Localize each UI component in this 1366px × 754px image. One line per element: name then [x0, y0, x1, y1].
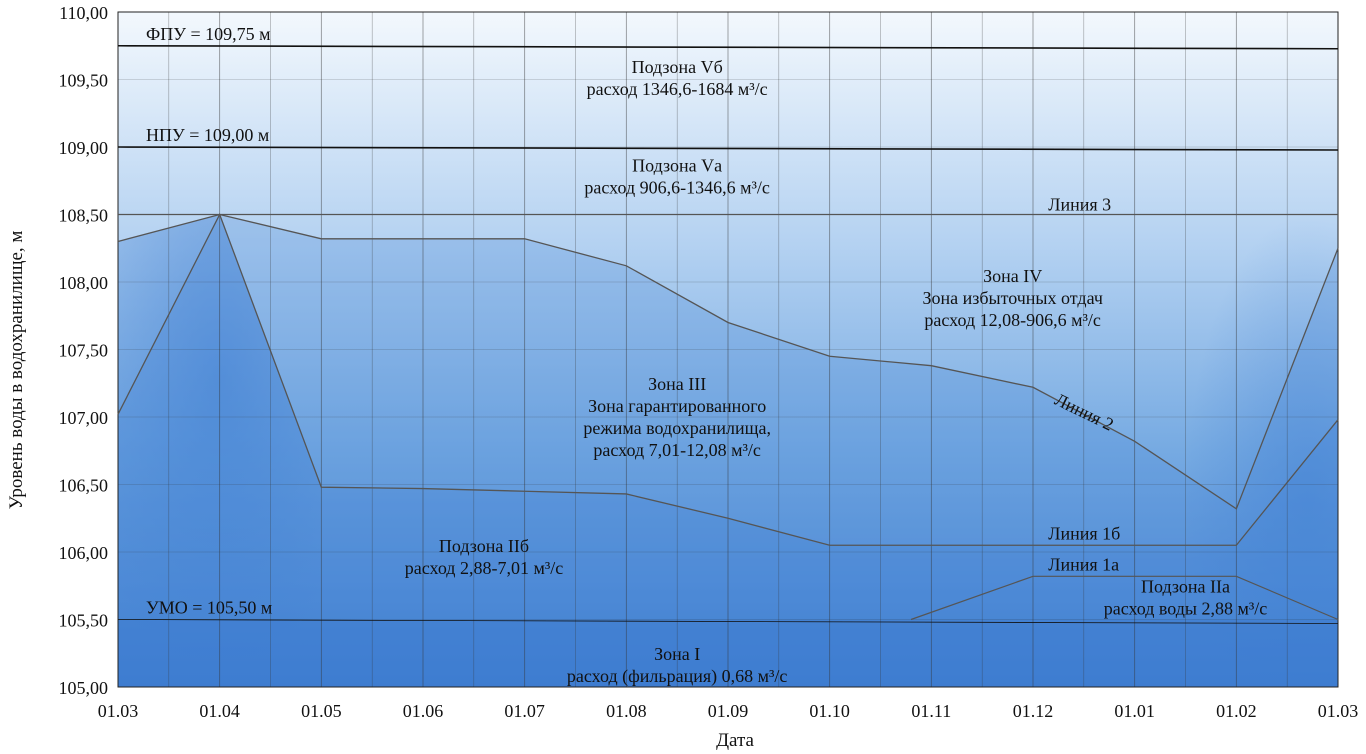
- zone-label-line: Зона III: [648, 374, 706, 394]
- y-tick-label: 105,50: [59, 611, 109, 631]
- x-axis-title: Дата: [716, 730, 754, 751]
- y-tick-label: 108,50: [59, 206, 109, 226]
- zone-label-line: Подзона IIб: [439, 536, 529, 556]
- y-tick-label: 107,50: [59, 341, 109, 361]
- zone-label-line: Подзона Vб: [632, 57, 723, 77]
- npu-line: [117, 146, 1339, 151]
- zone-label-line: Подзона IIа: [1141, 577, 1230, 597]
- zone-label-line: расход (фильрация) 0,68 м³/с: [567, 666, 787, 687]
- y-tick-label: 107,00: [59, 408, 109, 428]
- x-tick-label: 01.04: [199, 701, 240, 721]
- y-axis-ticks: 105,00 105,50 106,00 106,50 107,00 107,50 108,…: [59, 3, 109, 698]
- zone-label-line: расход 906,6-1346,6 м³/с: [584, 177, 769, 197]
- line3-label: Линия 3: [1048, 195, 1111, 215]
- x-tick-label: 01.11: [911, 701, 951, 721]
- y-axis-title: Уровень воды в водохранилище, м: [6, 231, 27, 510]
- zone-label-line: расход 12,08-906,6 м³/с: [924, 310, 1100, 330]
- x-tick-label: 01.09: [708, 701, 749, 721]
- zone-label-line: Зона избыточных отдач: [922, 288, 1102, 308]
- zone-label-line: Зона гарантированного: [588, 396, 766, 416]
- x-tick-label: 01.02: [1216, 701, 1257, 721]
- x-tick-label: 01.03: [98, 701, 139, 721]
- y-tick-label: 108,00: [59, 273, 109, 293]
- zone-label-line: расход 2,88-7,01 м³/с: [405, 558, 563, 578]
- umo-line: [117, 619, 1339, 624]
- x-tick-label: 01.05: [301, 701, 342, 721]
- x-tick-label: 01.10: [809, 701, 850, 721]
- level-lines: ФПУ = 109,75 м НПУ = 109,00 м УМО = 105,50…: [117, 24, 1339, 624]
- x-tick-label: 01.03: [1318, 701, 1359, 721]
- zone-label-line: расход 7,01-12,08 м³/с: [593, 440, 760, 460]
- zone-label-line: Подзона Vа: [632, 155, 722, 175]
- x-tick-label: 01.08: [606, 701, 647, 721]
- zone-label-line: расход воды 2,88 м³/с: [1104, 599, 1268, 619]
- zone-label-line: расход 1346,6-1684 м³/с: [587, 79, 768, 99]
- line1a-label: Линия 1а: [1048, 554, 1119, 574]
- boundary-line2: [117, 213, 1339, 510]
- umo-label: УМО = 105,50 м: [146, 598, 272, 618]
- boundary-line1a: [910, 575, 1339, 621]
- x-tick-label: 01.12: [1013, 701, 1054, 721]
- fpu-label: ФПУ = 109,75 м: [146, 24, 271, 44]
- y-tick-label: 106,50: [59, 476, 109, 496]
- x-tick-label: 01.07: [504, 701, 545, 721]
- x-tick-label: 01.06: [403, 701, 444, 721]
- y-tick-label: 109,50: [59, 71, 109, 91]
- y-tick-label: 109,00: [59, 138, 109, 158]
- zone-label-line: Зона I: [654, 644, 700, 664]
- y-tick-label: 110,00: [59, 3, 108, 23]
- line1b-label: Линия 1б: [1048, 523, 1120, 543]
- y-tick-label: 106,00: [59, 543, 109, 563]
- boundary-line1b: [117, 212, 1339, 546]
- x-axis-ticks: 01.03 01.04 01.05 01.06 01.07 01.08 01.09 01.10…: [98, 701, 1359, 721]
- zone-label-line: режима водохранилища,: [583, 418, 771, 438]
- fpu-line: [117, 44, 1339, 50]
- y-tick-label: 105,00: [59, 678, 109, 698]
- x-tick-label: 01.01: [1114, 701, 1155, 721]
- plot-frame: [117, 11, 1339, 688]
- zone-label-line: Зона IV: [983, 266, 1042, 286]
- npu-label: НПУ = 109,00 м: [146, 125, 269, 145]
